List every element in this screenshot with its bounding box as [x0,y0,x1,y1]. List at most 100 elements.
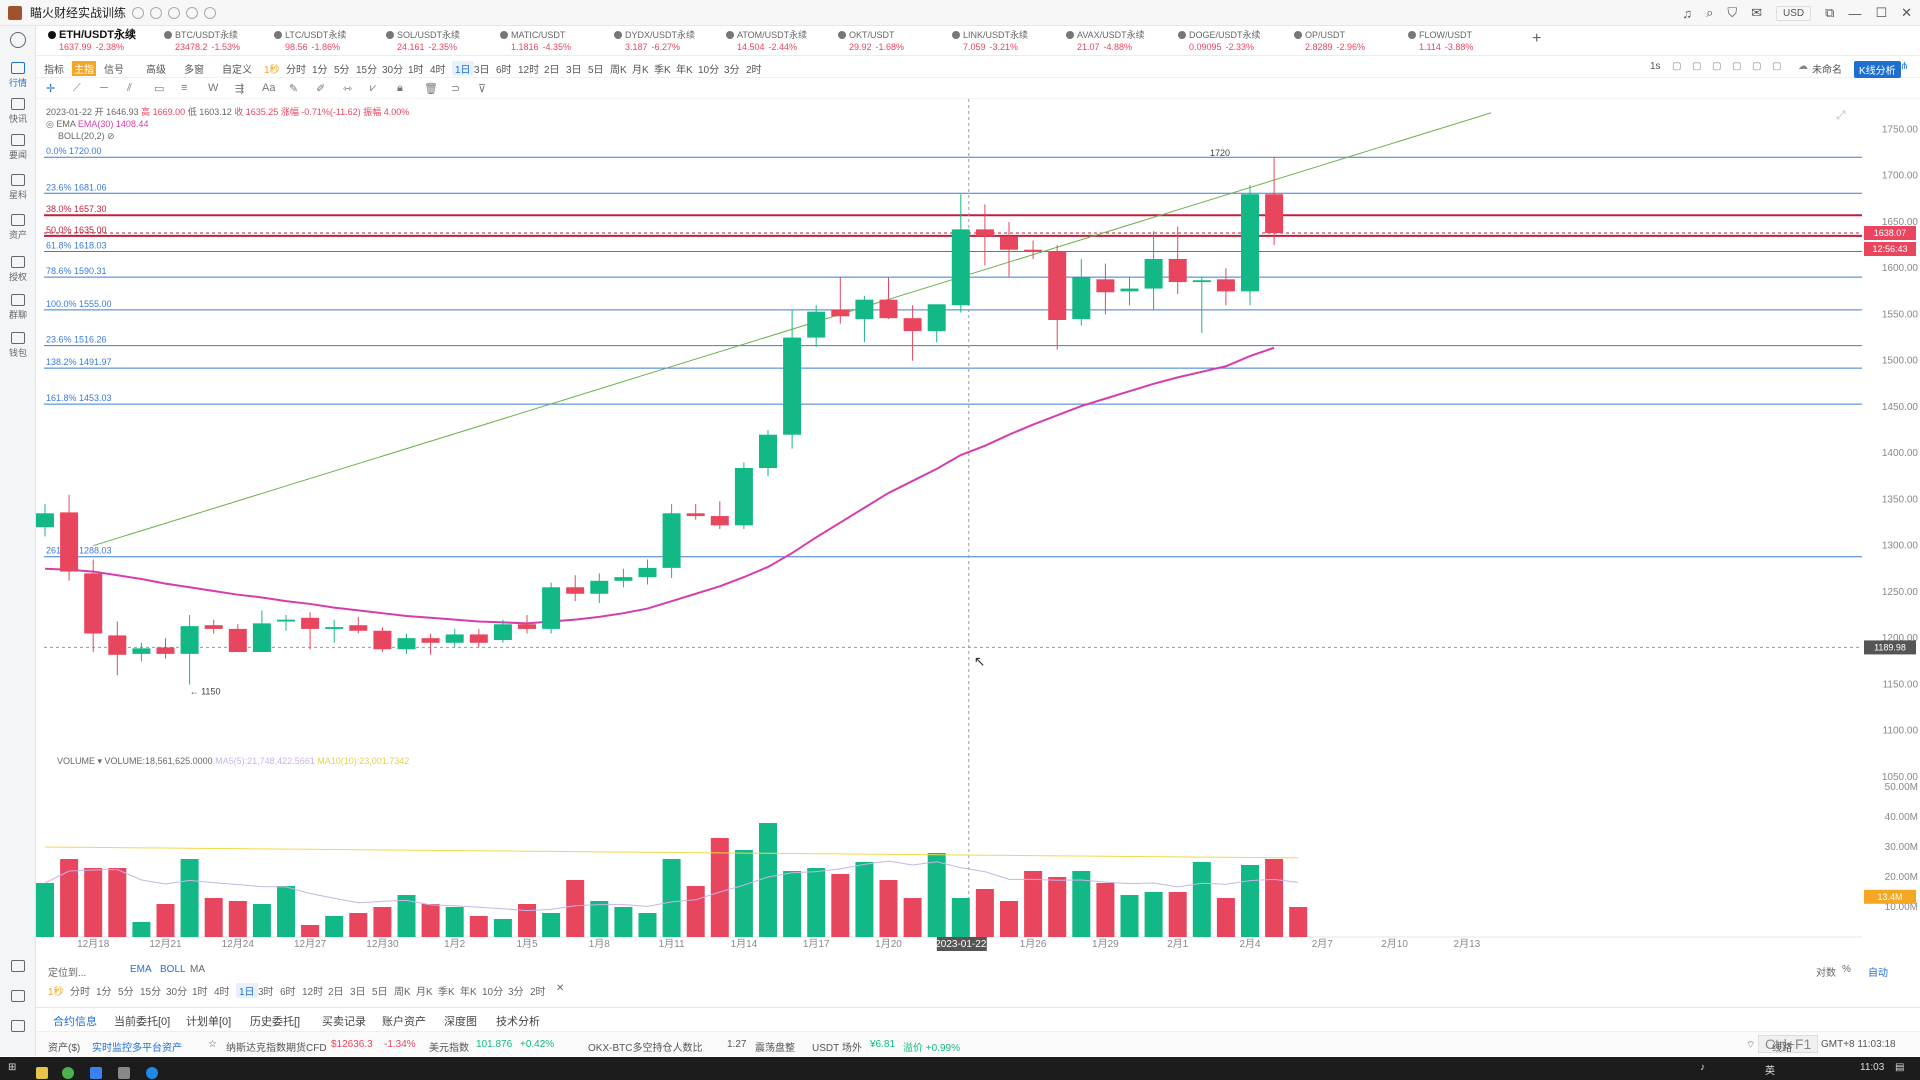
candle-body[interactable] [710,516,729,526]
check-icon[interactable] [186,6,199,19]
sidebar-item-3[interactable]: 要闻 [0,134,36,161]
volume-bar[interactable] [831,874,850,937]
timeframe-17[interactable]: 季K [654,65,671,76]
bottom-timeframe[interactable]: 1秒 [48,987,64,998]
volume-bar[interactable] [638,913,657,937]
bottom-timeframe[interactable]: 4时 [214,987,230,998]
candle-body[interactable] [542,587,561,629]
custom-button[interactable]: 自定义 [222,65,252,76]
volume-bar[interactable] [421,904,440,937]
indicator-tab[interactable]: EMA [130,964,152,975]
sidebar-item-4[interactable]: 星科 [0,174,36,201]
measure-tool-icon[interactable]: ⇿ [343,83,353,95]
candle-body[interactable] [855,299,874,320]
minimize-button[interactable]: — [1848,5,1862,21]
candle-body[interactable] [686,513,705,517]
volume-bar[interactable] [734,850,753,937]
pen-tool-icon[interactable]: ✐ [316,83,326,95]
volume-bar[interactable] [469,916,488,937]
volume-bar[interactable] [566,880,585,937]
candle-body[interactable] [1265,194,1284,234]
pattern-tool-icon[interactable]: ⩗ [370,82,377,94]
volume-bar[interactable] [252,904,271,937]
eye-icon[interactable]: ◎ [46,119,54,129]
candle-body[interactable] [180,626,199,654]
pen-icon[interactable]: ▢ [1692,61,1702,72]
sidebar-item-0[interactable] [0,32,36,50]
volume-bar[interactable] [60,859,79,937]
ticker-tab[interactable]: ATOM/USDT永续 14.504 -2.44% [726,29,807,55]
timeframe-12[interactable]: 2日 [544,65,560,76]
bottom-timeframe[interactable]: 15分 [140,987,162,998]
candle-body[interactable] [1241,194,1259,292]
back-icon[interactable] [132,6,145,19]
volume-bar[interactable] [807,868,826,937]
candle-body[interactable] [927,304,946,332]
settings-icon[interactable] [0,1020,36,1034]
timeframe-11[interactable]: 12时 [518,65,540,76]
volume-bar[interactable] [927,853,946,937]
bell-icon[interactable]: ♫ [1682,5,1693,21]
candle-body[interactable] [36,513,54,528]
volume-bar[interactable] [590,901,609,937]
layout-name-select[interactable]: 未命名 [1812,65,1842,76]
bottom-timeframe[interactable]: 6时 [280,987,296,998]
bottom-timeframe[interactable]: 1时 [192,987,208,998]
candle-body[interactable] [132,648,151,654]
tray-volume-icon[interactable]: ♪ [1700,1062,1705,1073]
asset-monitor-link[interactable]: 实时监控多平台资产 [92,1043,182,1054]
input-lang[interactable]: 英 [1765,1066,1775,1077]
bottom-timeframe[interactable]: 1分 [96,987,112,998]
reload-icon[interactable] [204,6,217,19]
volume-bar[interactable] [84,868,103,937]
bottom-timeframe[interactable]: 3日 [350,987,366,998]
volume-bar[interactable] [108,868,127,937]
volume-bar[interactable] [1192,862,1211,937]
add-ticker-button[interactable]: + [1532,30,1542,47]
candle-body[interactable] [1120,288,1139,292]
bottom-tab[interactable]: 买卖记录 [322,1016,366,1028]
currency-select[interactable]: USD [1776,5,1812,21]
candle-body[interactable] [1024,249,1043,252]
timeframe-16[interactable]: 月K [632,65,649,76]
ticker-tab[interactable]: DOGE/USDT永续 0.09095 -2.33% [1178,29,1261,55]
ticker-tab[interactable]: SOL/USDT永续 24.161 -2.35% [386,29,460,55]
volume-bar[interactable] [951,898,970,937]
volume-bar[interactable] [759,823,777,937]
shop-icon[interactable]: ⛉ [1727,5,1738,20]
candle-body[interactable] [879,299,898,319]
sidebar-item-7[interactable]: 群聊 [0,294,36,321]
candle-body[interactable] [831,309,850,317]
filter-tool-icon[interactable]: ⊽ [478,83,487,95]
candle-body[interactable] [445,634,464,643]
candle-body[interactable] [518,624,536,629]
brush-tool-icon[interactable]: ✎ [289,83,299,95]
volume-label[interactable]: VOLUME [57,756,96,766]
volume-bar[interactable] [325,916,344,937]
multi-window-button[interactable]: 多窗 [184,65,204,76]
candle-body[interactable] [662,513,681,568]
ticker-tab[interactable]: LTC/USDT永续 98.56 -1.86% [274,29,346,55]
timeframe-20[interactable]: 3分 [724,65,740,76]
bottom-timeframe[interactable]: 30分 [166,987,188,998]
timeframe-0[interactable]: 1秒 [264,65,280,76]
interval-label[interactable]: 1s [1650,61,1661,72]
share-icon[interactable]: ⋔ [1900,61,1909,72]
candle-body[interactable] [903,318,922,332]
bottom-timeframe[interactable]: 2日 [328,987,344,998]
volume-bar[interactable] [710,838,729,937]
bottom-timeframe[interactable]: 季K [438,987,455,998]
bottom-timeframe[interactable]: 年K [460,987,477,998]
hide-icon[interactable]: ⊘ [107,131,115,141]
notification-icon[interactable]: ▤ [1895,1062,1905,1073]
maximize-button[interactable]: ☐ [1875,5,1888,20]
candle-body[interactable] [1096,279,1115,293]
close-button[interactable]: ✕ [1901,5,1912,20]
candle-body[interactable] [638,567,657,578]
timeframe-14[interactable]: 5日 [588,65,604,76]
volume-bar[interactable] [879,880,898,937]
sidebar-item-1[interactable]: 行情 [0,62,36,89]
ticker-tab[interactable]: AVAX/USDT永续 21.07 -4.88% [1066,29,1145,55]
candle-body[interactable] [252,623,271,653]
locate-button[interactable]: 定位到... [48,968,87,979]
